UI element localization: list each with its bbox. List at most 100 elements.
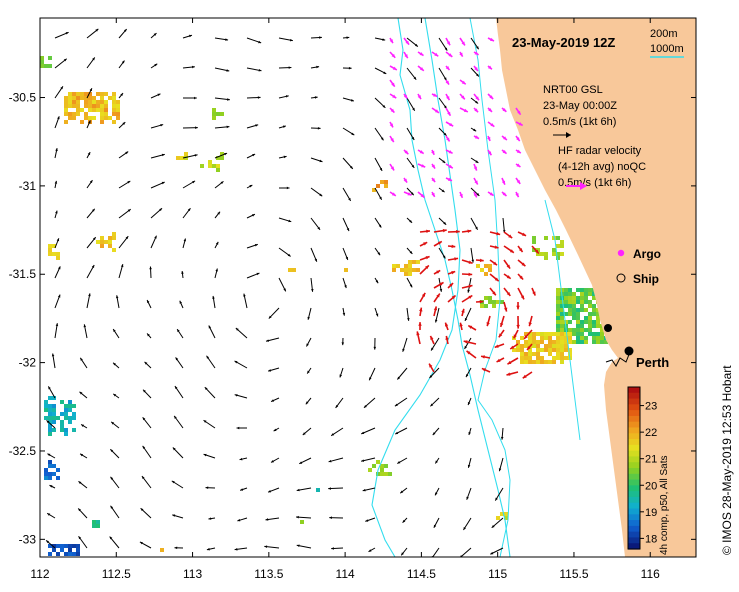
radar-arrow-head (436, 293, 440, 298)
radar-arrow-head (456, 229, 460, 234)
argo-arrow-head (447, 177, 452, 181)
sst-pixel (84, 96, 88, 100)
model-arrow-head (226, 125, 230, 129)
sst-pixel (560, 340, 564, 344)
sst-pixel (412, 268, 416, 272)
radar-arrow-head (439, 282, 444, 286)
sst-pixel (88, 92, 92, 96)
model-arrow-head (249, 185, 253, 188)
sst-pixel (92, 104, 96, 108)
sst-pixel (580, 332, 584, 336)
sst-pixel (48, 56, 52, 60)
argo-arrow-head (446, 96, 450, 101)
model-arrow-head (435, 492, 438, 496)
sst-pixel (76, 552, 80, 556)
sst-pixel (560, 240, 564, 244)
sst-pixel (592, 312, 596, 316)
radar-arrow-head (521, 262, 526, 267)
sst-pixel (380, 468, 384, 472)
sst-pixel (488, 268, 492, 272)
sst-pixel (112, 236, 116, 240)
model-arrow-head (154, 63, 158, 67)
argo-arrow-head (459, 52, 463, 57)
model-arrow-head (203, 420, 207, 423)
sst-pixel (408, 260, 412, 264)
sst-pixel (220, 112, 224, 116)
sst-pixel (64, 428, 68, 432)
sst-pixel (112, 100, 116, 104)
sst-pixel (560, 252, 564, 256)
sst-pixel (596, 324, 600, 328)
sst-pixel (116, 100, 120, 104)
sst-pixel (544, 236, 548, 240)
model-arrow-head (78, 481, 82, 485)
model-arrow-head (339, 374, 343, 378)
model-arrow-head (362, 488, 366, 492)
model-arrow-head (110, 449, 114, 453)
sst-pixel (116, 116, 120, 120)
model-arrow-head (60, 86, 63, 90)
sst-pixel (96, 520, 100, 524)
sst-pixel (48, 544, 52, 548)
radar-arrow-head (442, 228, 447, 233)
radar-legend: HF radar velocity (4-12h avg) noQC 0.5m/… (558, 145, 646, 190)
argo-arrow-head (431, 178, 436, 183)
sst-pixel (536, 332, 540, 336)
colorbar-band (628, 496, 640, 504)
sst-pixel (524, 356, 528, 360)
model-arrow-head (140, 508, 144, 512)
model-arrow-head (314, 258, 317, 262)
sst-pixel (516, 344, 520, 348)
sst-pixel (40, 56, 44, 60)
model-arrow-head (144, 361, 148, 365)
argo-arrow-head (392, 66, 397, 70)
sst-pixel (556, 256, 560, 260)
sst-pixel (68, 544, 72, 548)
sst-pixel (584, 308, 588, 312)
colorbar-band (628, 537, 640, 544)
argo-arrow-head (421, 164, 426, 168)
sst-pixel (560, 244, 564, 248)
model-arrow-head (149, 266, 152, 270)
radar-arrow-head (535, 249, 539, 254)
sst-pixel (380, 464, 384, 468)
sst-pixel (560, 300, 564, 304)
radar-arrow-head (436, 270, 441, 274)
sst-pixel (64, 408, 68, 412)
model-arrow-head (65, 32, 69, 35)
argo-arrow-head (392, 94, 397, 99)
sst-pixel (588, 316, 592, 320)
sst-pixel (212, 112, 216, 116)
model-arrow-head (113, 393, 117, 397)
argo-arrow-head (434, 52, 439, 57)
sst-pixel (100, 120, 104, 124)
argo-arrow-head (390, 108, 395, 113)
argo-arrow-head (463, 108, 468, 112)
sst-pixel (416, 260, 420, 264)
model-arrow-head (346, 36, 350, 39)
sst-pixel (380, 472, 384, 476)
radar-arrow-head (454, 257, 459, 261)
model-arrow-head (348, 66, 352, 70)
model-arrow-head (476, 193, 480, 196)
model-arrow-head (350, 166, 353, 169)
sst-pixel (528, 352, 532, 356)
lat-tick-label: -32.5 (9, 444, 37, 458)
model-arrow-head (206, 547, 210, 551)
radar-arrow-head (466, 350, 471, 355)
model-arrow-head (111, 421, 115, 425)
colorbar-tick-label: 23 (645, 401, 657, 413)
model-arrow-head (268, 315, 272, 319)
sst-pixel (80, 96, 84, 100)
sst-pixel (576, 312, 580, 316)
model-arrow-head (195, 126, 198, 129)
sst-pixel (576, 320, 580, 324)
radar-arrow-head (419, 307, 423, 312)
model-arrow-head (174, 386, 178, 390)
colorbar-band (628, 479, 640, 486)
model-arrow-head (411, 137, 415, 141)
sst-pixel (564, 344, 568, 348)
sst-pixel (300, 520, 304, 524)
colorbar-tick-label: 20 (645, 480, 657, 492)
sst-pixel (64, 104, 68, 108)
